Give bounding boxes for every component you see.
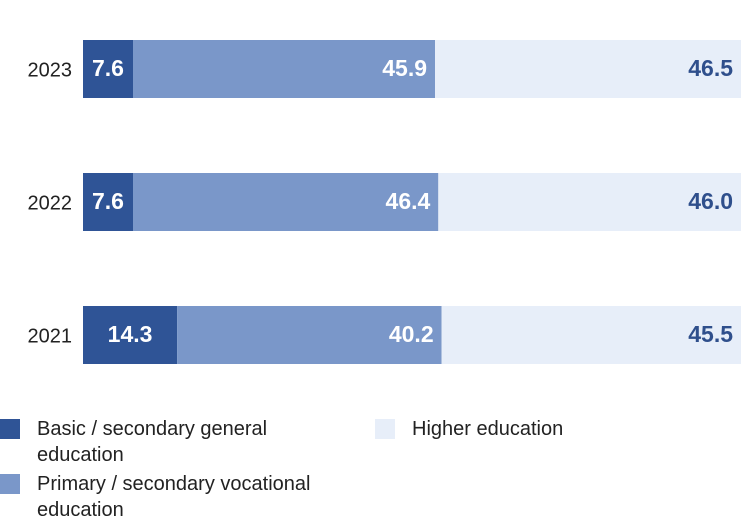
data-label: 7.6 [92, 55, 124, 81]
legend-label: Basic / secondary general education [37, 418, 268, 466]
legend-item: Higher education [375, 416, 750, 442]
legend-swatch [0, 419, 20, 439]
bar-segment [83, 306, 178, 364]
data-label: 46.5 [688, 55, 733, 81]
bar-segment [83, 173, 134, 231]
bar-segment [438, 173, 741, 231]
legend-swatch [0, 474, 20, 494]
bar-segment [177, 306, 442, 364]
legend-item: Basic / secondary general education [0, 416, 337, 468]
data-label: 14.3 [108, 321, 153, 347]
bar-segment [441, 306, 741, 364]
y-tick-label: 2023 [28, 59, 73, 81]
legend-swatch [375, 419, 395, 439]
data-label: 46.4 [386, 188, 431, 214]
legend-label: Primary / secondary vocational education [37, 473, 311, 521]
chart: 2023 7.6 45.9 46.5 2022 7.6 46.4 46.0 2021 14.3 40… [28, 40, 741, 364]
data-label: 7.6 [92, 188, 124, 214]
data-label: 46.0 [688, 188, 733, 214]
data-label: 45.5 [688, 321, 733, 347]
data-label: 45.9 [382, 55, 427, 81]
legend-label: Higher education [412, 418, 564, 440]
bar-segment [435, 40, 741, 98]
bar-segment [83, 40, 134, 98]
legend-item: Primary / secondary vocational education [0, 471, 337, 523]
y-tick-label: 2021 [28, 325, 73, 347]
data-label: 40.2 [389, 321, 434, 347]
bar-segment [133, 173, 439, 231]
bar-segment [133, 40, 436, 98]
y-tick-label: 2022 [28, 192, 73, 214]
